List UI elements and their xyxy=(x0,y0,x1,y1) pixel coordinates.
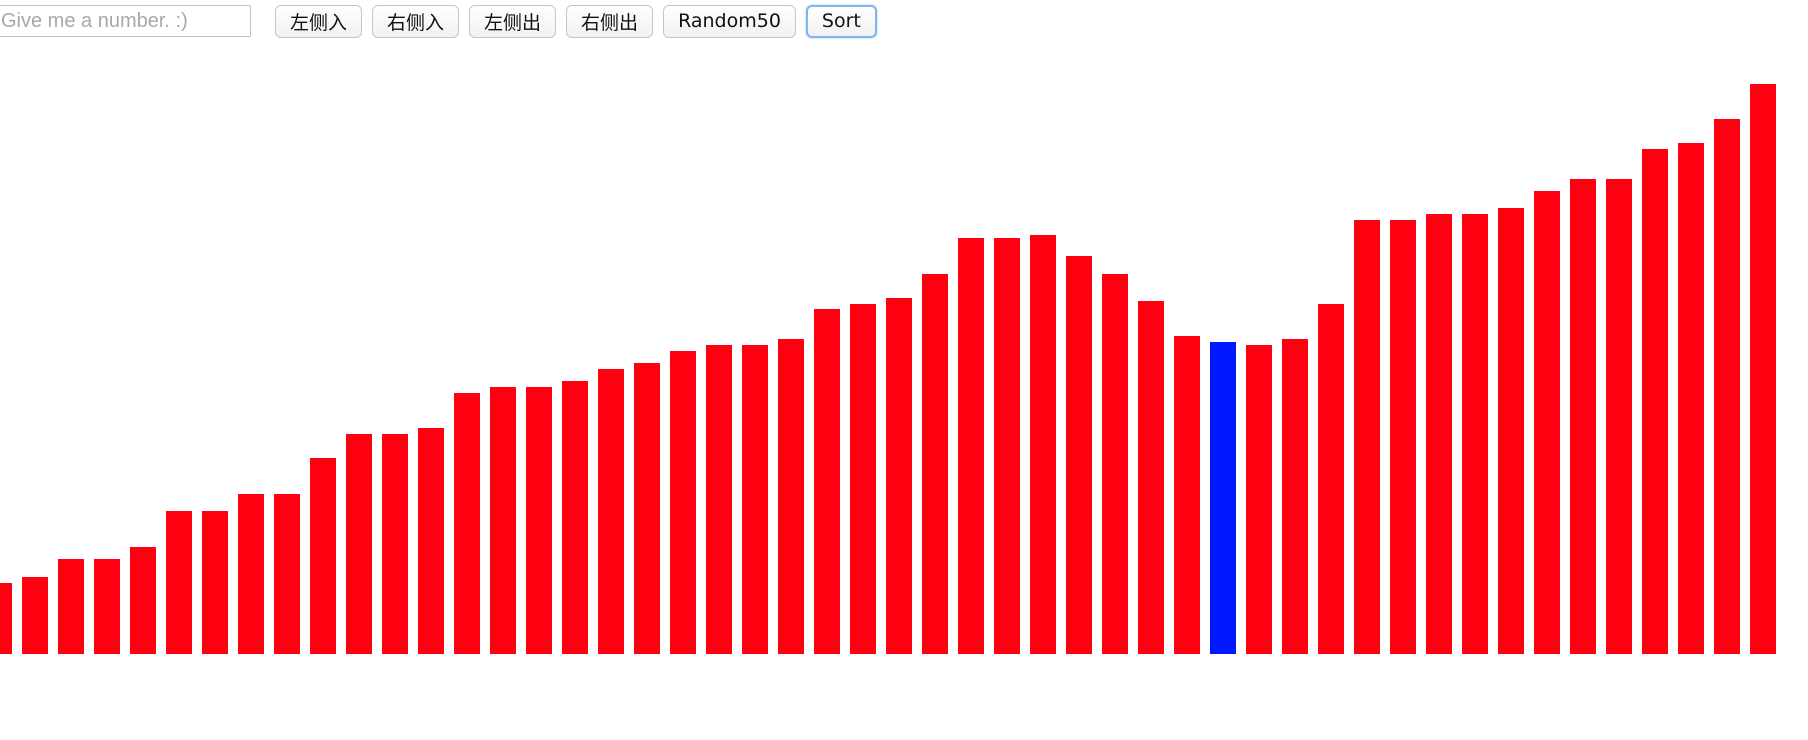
bar xyxy=(922,274,948,654)
bar xyxy=(1138,301,1164,654)
bar xyxy=(958,238,984,654)
bar xyxy=(562,381,588,654)
bar xyxy=(1210,342,1236,654)
bar xyxy=(1390,220,1416,654)
bar xyxy=(454,393,480,654)
bar-chart xyxy=(0,60,1808,654)
bar xyxy=(598,369,624,654)
right-in-button[interactable]: 右侧入 xyxy=(372,4,460,38)
bar xyxy=(202,511,228,654)
right-out-button[interactable]: 右侧出 xyxy=(566,4,654,38)
bar xyxy=(238,494,264,654)
bar xyxy=(490,387,516,654)
bar xyxy=(814,309,840,654)
bar xyxy=(22,577,48,654)
bar xyxy=(58,559,84,654)
bar xyxy=(0,583,12,654)
bar xyxy=(1354,220,1380,654)
bar xyxy=(346,434,372,654)
number-input[interactable] xyxy=(0,5,251,37)
bar xyxy=(1606,179,1632,654)
bar xyxy=(1498,208,1524,654)
sort-button[interactable]: Sort xyxy=(805,4,877,38)
bar xyxy=(1066,256,1092,654)
bar xyxy=(1030,235,1056,654)
toolbar: 左侧入 右侧入 左侧出 右侧出 Random50 Sort xyxy=(0,4,877,38)
bar xyxy=(1102,274,1128,654)
bar xyxy=(1714,119,1740,654)
bar xyxy=(886,298,912,654)
bar xyxy=(1318,304,1344,654)
bar xyxy=(850,304,876,654)
bar xyxy=(526,387,552,654)
bar xyxy=(670,351,696,654)
bar xyxy=(274,494,300,654)
bar xyxy=(1750,84,1776,654)
random50-button[interactable]: Random50 xyxy=(663,4,796,38)
bar xyxy=(706,345,732,654)
bar xyxy=(994,238,1020,654)
bar xyxy=(1534,191,1560,654)
left-out-button[interactable]: 左侧出 xyxy=(469,4,557,38)
bar xyxy=(1246,345,1272,654)
bar xyxy=(1570,179,1596,654)
bar xyxy=(1642,149,1668,654)
bar xyxy=(418,428,444,654)
left-in-button[interactable]: 左侧入 xyxy=(275,4,363,38)
bar xyxy=(1174,336,1200,654)
bar xyxy=(1426,214,1452,654)
bar xyxy=(130,547,156,654)
bar xyxy=(1462,214,1488,654)
bar xyxy=(778,339,804,654)
bar xyxy=(382,434,408,654)
bar xyxy=(166,511,192,654)
bar xyxy=(742,345,768,654)
bar xyxy=(1282,339,1308,654)
bar xyxy=(94,559,120,654)
bar xyxy=(1678,143,1704,654)
bar xyxy=(310,458,336,654)
bar xyxy=(634,363,660,654)
